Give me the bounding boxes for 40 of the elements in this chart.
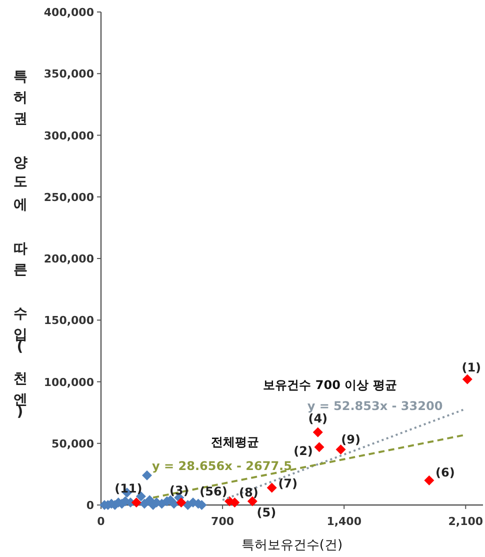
point: [312, 427, 323, 438]
x-tick-label: 1,400: [326, 515, 362, 528]
annotation: 전체평균: [211, 435, 259, 449]
x-tick-label: 2,100: [448, 515, 484, 528]
annotation: (6): [436, 465, 455, 480]
annotation: (56): [200, 484, 228, 498]
point: [462, 374, 472, 384]
annotation: 보유건수 700 이상 평균: [263, 378, 397, 392]
annotation: (7): [278, 476, 298, 491]
y-tick-label: 200,000: [44, 252, 94, 266]
annotation: (1): [462, 360, 482, 374]
annotation: (11): [114, 482, 142, 496]
annotation: y = 52.853x - 33200: [307, 399, 443, 413]
point: [142, 470, 152, 480]
x-axis-title: 특허보유건수(건): [241, 538, 343, 553]
point: [168, 498, 179, 509]
y-tick-label: 100,000: [44, 376, 94, 389]
annotation: (4): [308, 411, 328, 426]
y-axis-title: 특허권 양도에 따른 수입(천엔): [12, 60, 28, 427]
point: [314, 442, 324, 452]
x-tick-label: 0: [97, 515, 106, 528]
y-tick-label: 400,000: [44, 6, 94, 19]
point: [424, 475, 434, 486]
annotation: (2): [294, 444, 313, 458]
annotation: y = 28.656x - 2677.5: [152, 459, 292, 473]
annotation: (9): [341, 432, 360, 447]
point: [131, 498, 142, 508]
y-tick-label: 0: [86, 499, 94, 512]
annotation: (8): [239, 486, 258, 500]
y-tick-label: 150,000: [44, 314, 94, 328]
point: [336, 444, 346, 455]
y-tick-label: 250,000: [44, 190, 94, 204]
point: [139, 498, 150, 509]
point: [176, 498, 186, 508]
annotation: (5): [256, 505, 276, 520]
x-tick-label: 700: [211, 515, 234, 528]
y-tick-label: 50,000: [52, 437, 94, 450]
point: [266, 482, 277, 493]
y-tick-label: 350,000: [44, 68, 94, 81]
y-tick-label: 300,000: [44, 129, 94, 142]
